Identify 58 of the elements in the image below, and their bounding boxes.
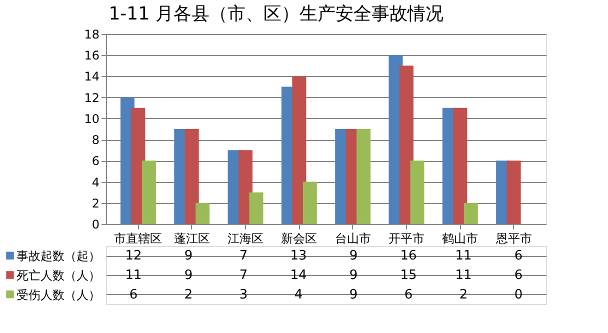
y-tick-label: 18 [84,28,100,42]
x-tick-label: 恩平市 [494,232,532,246]
data-label: 3 [239,287,248,302]
y-tick-label: 12 [84,90,100,105]
data-label: 13 [290,248,307,264]
data-label: 7 [239,248,248,264]
y-tick-label: 10 [84,112,100,126]
x-tick-label: 蓬江区 [174,232,210,246]
y-tick-label: 14 [84,70,100,84]
data-label: 11 [455,268,472,283]
y-tick-label: 0 [92,218,100,232]
chart-title: 1-11 月各县（市、区）生产安全事故情况 [108,4,444,24]
data-label: 11 [125,268,142,283]
data-label: 6 [514,248,523,264]
bar [464,202,478,224]
data-label: 0 [514,287,523,302]
x-tick-label: 台山市 [334,232,371,246]
legend-label: 受伤人数（人） [16,288,100,302]
data-label: 7 [239,268,248,283]
legend-label: 死亡人数（人） [16,268,100,282]
bar [356,129,371,224]
data-label: 9 [184,248,193,264]
x-tick-label: 新会区 [281,232,318,246]
y-tick-label: 2 [92,196,100,210]
bar [142,160,156,224]
data-label: 14 [290,268,307,283]
x-tick-label: 市直辖区 [114,232,162,246]
data-label: 6 [404,287,413,302]
data-label: 2 [459,287,468,302]
data-label: 12 [125,248,142,264]
x-tick-label: 鹤山市 [442,232,478,246]
data-label: 2 [184,287,193,302]
x-tick-label: 江海区 [228,232,264,246]
legend-label: 事故起数（起） [16,249,100,264]
data-label: 9 [184,268,193,283]
data-label: 9 [349,268,358,283]
bar [302,182,317,224]
bar [184,129,199,224]
y-tick-label: 4 [92,175,100,190]
bar [506,160,521,224]
data-label: 9 [349,248,358,264]
data-label: 11 [455,248,472,264]
data-label: 9 [349,287,358,302]
data-label: 6 [129,287,138,302]
data-label: 4 [294,287,303,302]
data-label: 6 [514,268,523,283]
bar [249,192,264,224]
y-tick-label: 16 [84,48,100,63]
bar [410,160,424,224]
data-label: 16 [400,248,417,264]
data-label: 15 [400,268,417,283]
y-tick-label: 8 [92,133,100,148]
bar [292,76,306,224]
bar [196,202,210,224]
bar [399,66,414,224]
y-tick-label: 6 [92,154,100,168]
x-tick-label: 开平市 [388,232,424,246]
bar [453,108,468,224]
